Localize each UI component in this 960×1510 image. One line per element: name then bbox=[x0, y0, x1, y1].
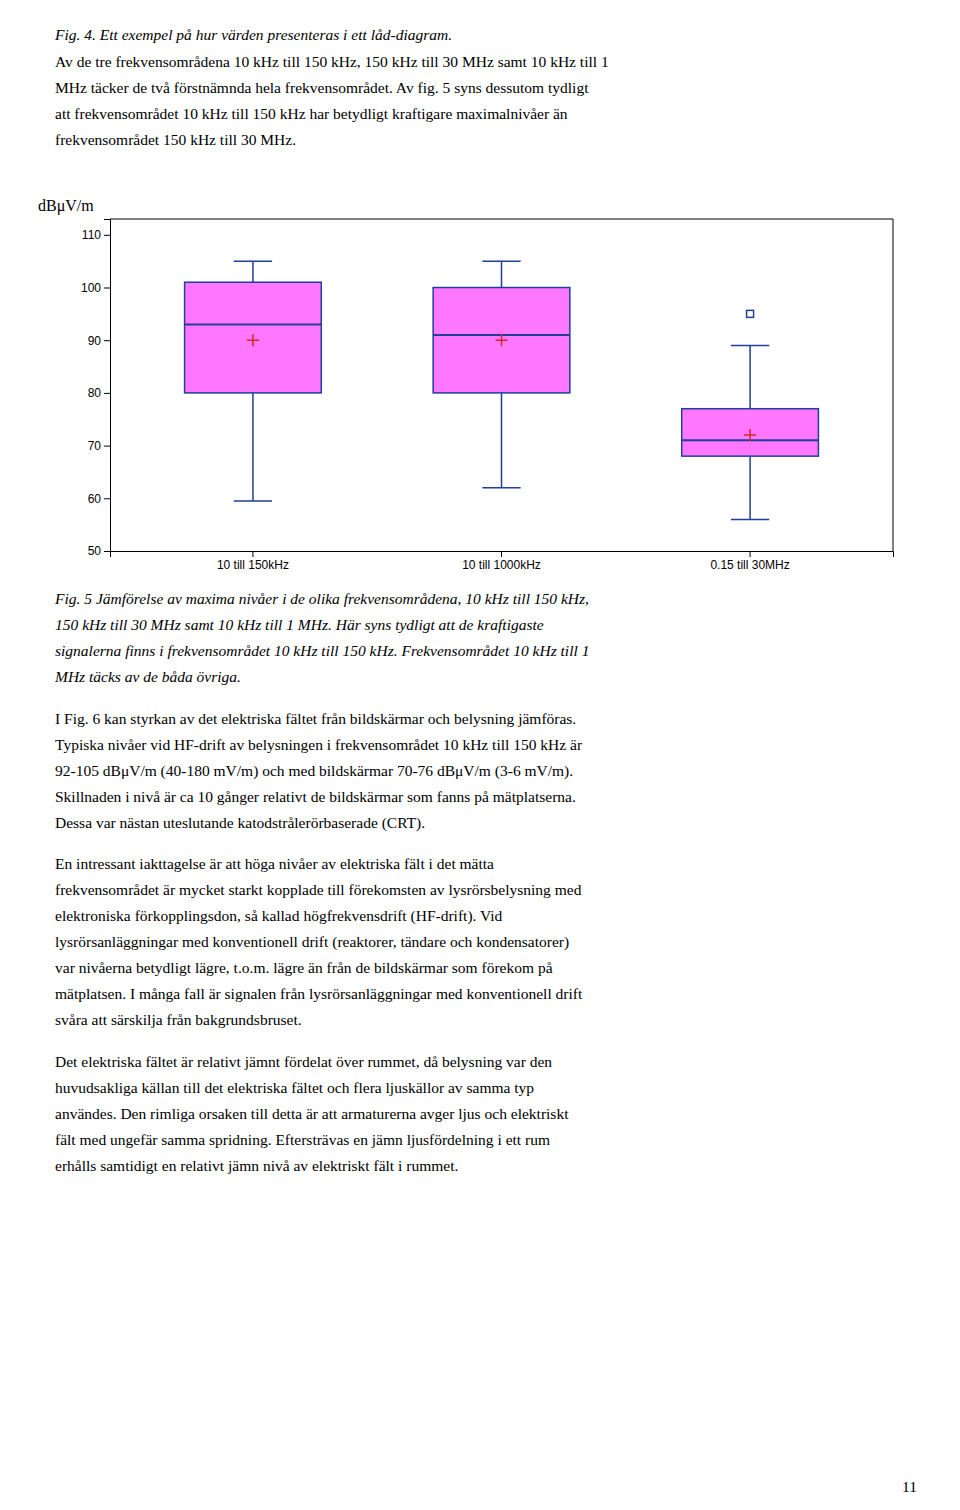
whisker bbox=[501, 393, 503, 488]
page-number: 11 bbox=[902, 1478, 917, 1495]
paragraph-line: 92-105 dBμV/m (40-180 mV/m) och med bild… bbox=[55, 762, 573, 780]
paragraph-line: En intressant iakttagelse är att höga ni… bbox=[55, 855, 494, 872]
frame-line bbox=[893, 219, 894, 551]
caption-line: MHz täcks av de båda övriga. bbox=[54, 668, 241, 685]
tick-label: 10 till 1000kHz bbox=[462, 558, 541, 572]
cap bbox=[234, 500, 272, 502]
tick: 70 bbox=[88, 439, 110, 453]
box bbox=[682, 409, 819, 456]
paragraph-line: fält med ungefär samma spridning. Efters… bbox=[55, 1131, 550, 1148]
cap bbox=[482, 487, 520, 489]
paragraph-line: frekvensområdet 150 kHz till 30 MHz. bbox=[55, 131, 296, 148]
y-axis: 50 60 70 80 90 100 110 bbox=[81, 220, 111, 559]
paragraph-line: Typiska nivåer vid HF-drift av belysning… bbox=[55, 736, 583, 753]
tick-mark bbox=[252, 551, 253, 557]
caption-line: signalerna finns i frekvensområdet 10 kH… bbox=[55, 642, 589, 659]
page: Fig. 4. Ett exempel på hur värden presen… bbox=[0, 0, 960, 1510]
paragraph-line: var nivåerna betydligt lägre, t.o.m. läg… bbox=[55, 959, 553, 976]
median bbox=[185, 323, 322, 325]
paragraph-line: MHz täcker de två förstnämnda hela frekv… bbox=[55, 79, 589, 96]
paragraph-line: lysrörsanläggningar med konventionell dr… bbox=[55, 933, 569, 951]
tick: 110 bbox=[82, 228, 110, 242]
tick-label: 90 bbox=[88, 334, 102, 348]
tick: 100 bbox=[81, 281, 110, 295]
paragraph-line: mätplatsen. I många fall är signalen frå… bbox=[55, 985, 583, 1002]
paragraph-line: Av de tre frekvensområdena 10 kHz till 1… bbox=[55, 53, 609, 70]
mean-marker bbox=[496, 334, 508, 346]
tick-mark bbox=[104, 340, 110, 341]
tick-mark bbox=[104, 235, 110, 236]
axis-line bbox=[111, 552, 894, 558]
paragraph-line: huvudsakliga källan till det elektriska … bbox=[55, 1079, 534, 1096]
y-axis-title: dBμV/m bbox=[38, 197, 94, 215]
mean-marker bbox=[247, 334, 259, 346]
paragraph-line: frekvensområdet är mycket starkt kopplad… bbox=[55, 881, 582, 898]
box bbox=[433, 288, 570, 393]
tick: 90 bbox=[88, 334, 110, 348]
tick: 0.15 till 30MHz bbox=[710, 551, 789, 572]
tick-label: 10 till 150kHz bbox=[217, 558, 289, 572]
tick-mark bbox=[104, 288, 110, 289]
axis-line bbox=[104, 220, 111, 552]
paragraph-line: användes. Den rimliga orsaken till detta… bbox=[55, 1105, 569, 1122]
tick-mark bbox=[104, 446, 110, 447]
paragraph-line: Dessa var nästan uteslutande katodstråle… bbox=[55, 814, 425, 832]
tick-mark bbox=[104, 498, 110, 499]
whisker bbox=[749, 345, 751, 408]
tick: 80 bbox=[88, 386, 110, 400]
frame-line bbox=[110, 219, 893, 220]
tick-label: 60 bbox=[88, 492, 102, 506]
paragraph-line: Det elektriska fältet är relativt jämnt … bbox=[55, 1053, 552, 1070]
chart: 50 60 70 80 90 100 110 10 till 150kHz 10 till 10… bbox=[81, 219, 894, 572]
cap bbox=[482, 260, 520, 262]
mean-marker bbox=[744, 429, 756, 441]
cap bbox=[234, 260, 272, 262]
tick-mark bbox=[750, 551, 751, 557]
paragraph-line: svåra att särskilja från bakgrundsbruset… bbox=[55, 1011, 302, 1028]
caption-line: 150 kHz till 30 MHz samt 10 kHz till 1 M… bbox=[55, 616, 544, 633]
tick-label: 50 bbox=[88, 544, 102, 558]
flier bbox=[747, 310, 754, 317]
tick: 60 bbox=[88, 492, 110, 506]
paragraph-line: Skillnaden i nivå är ca 10 gånger relati… bbox=[55, 788, 576, 805]
tick-label: 0.15 till 30MHz bbox=[710, 558, 789, 572]
paragraph-line: erhålls samtidigt en relativt jämn nivå … bbox=[55, 1157, 458, 1174]
marks bbox=[185, 261, 819, 519]
tick-label: 80 bbox=[88, 386, 102, 400]
caption-line: Fig. 4. Ett exempel på hur värden presen… bbox=[54, 26, 452, 43]
whisker bbox=[252, 261, 254, 282]
box bbox=[185, 282, 322, 393]
tick-label: 70 bbox=[88, 439, 102, 453]
whisker bbox=[501, 261, 503, 287]
x-axis: 10 till 150kHz 10 till 1000kHz 0.15 till 3… bbox=[111, 551, 894, 572]
paragraph-line: att frekvensområdet 10 kHz till 150 kHz … bbox=[55, 105, 568, 122]
tick: 10 till 1000kHz bbox=[462, 551, 541, 572]
tick-label: 110 bbox=[82, 228, 101, 242]
tick-mark bbox=[104, 551, 110, 552]
box-group bbox=[682, 310, 819, 519]
caption-line: Fig. 5 Jämförelse av maxima nivåer i de … bbox=[54, 590, 589, 607]
whisker bbox=[252, 393, 254, 501]
paragraph-line: elektroniska förkopplingsdon, så kallad … bbox=[55, 907, 503, 925]
box-group bbox=[185, 261, 322, 501]
tick: 50 bbox=[88, 544, 110, 558]
tick-mark bbox=[104, 393, 110, 394]
paragraph-line: I Fig. 6 kan styrkan av det elektriska f… bbox=[55, 710, 576, 727]
cap bbox=[731, 519, 769, 521]
tick-label: 100 bbox=[81, 281, 101, 295]
tick: 10 till 150kHz bbox=[217, 551, 289, 572]
tick-mark bbox=[501, 551, 502, 557]
whisker bbox=[749, 456, 751, 519]
cap bbox=[731, 345, 769, 347]
box-group bbox=[433, 261, 570, 488]
